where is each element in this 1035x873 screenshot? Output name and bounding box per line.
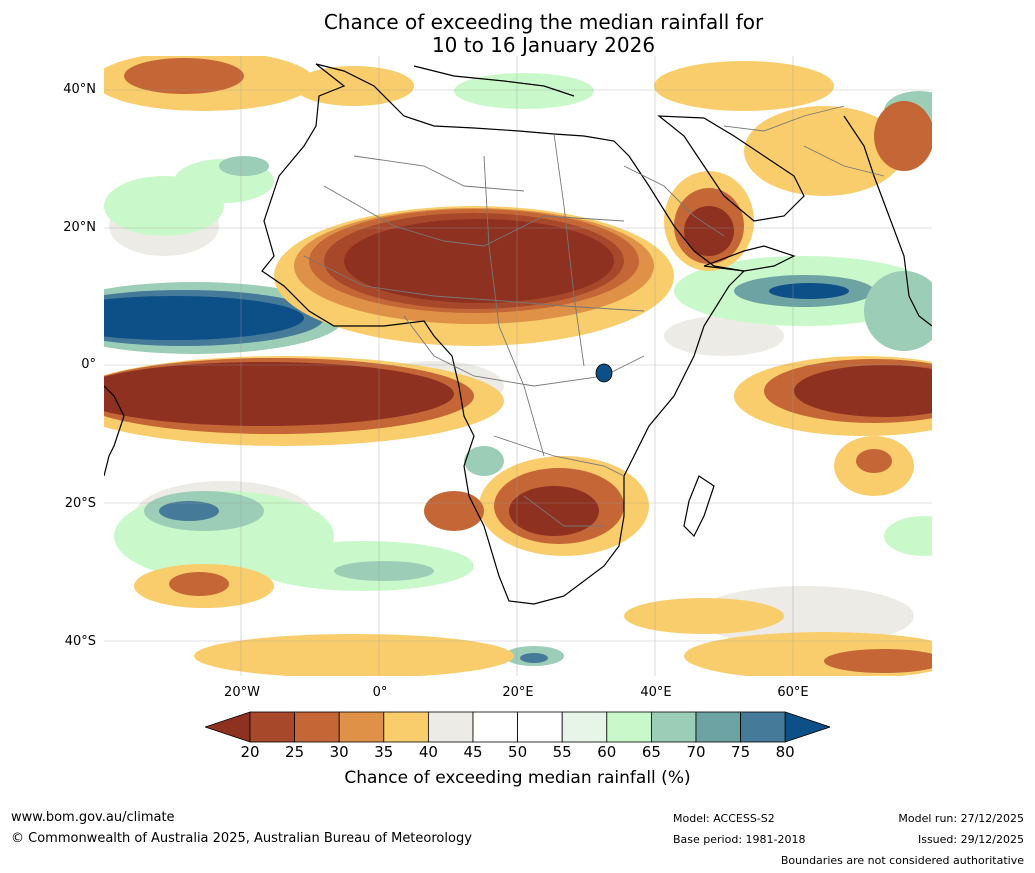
dry-anomaly-areas xyxy=(104,56,932,676)
colorbar xyxy=(205,711,830,743)
colorbar-segment xyxy=(338,711,385,743)
footer-copyright: © Commonwealth of Australia 2025, Austra… xyxy=(11,831,472,846)
colorbar-segment xyxy=(606,711,652,743)
footer-base-period: Base period: 1981-2018 xyxy=(673,833,806,846)
lat-label-40n: 40°N xyxy=(63,82,96,97)
colorbar-segment xyxy=(249,711,295,743)
colorbar-tick-label: 65 xyxy=(641,743,661,761)
colorbar-tick-label: 70 xyxy=(686,743,706,761)
lon-label-60e: 60°E xyxy=(777,685,809,700)
wet-anomaly-areas xyxy=(104,73,932,666)
lake-victoria xyxy=(595,363,613,383)
lon-label-0: 0° xyxy=(372,685,388,700)
lon-label-20w: 20°W xyxy=(224,685,260,700)
colorbar-tick-label: 30 xyxy=(329,743,349,761)
coastlines xyxy=(104,63,932,605)
colorbar-segment xyxy=(740,711,786,743)
colorbar-under-arrow xyxy=(205,711,251,743)
colorbar-segment xyxy=(472,711,518,743)
colorbar-segment xyxy=(650,711,697,743)
colorbar-tick-label: 20 xyxy=(240,743,260,761)
chart-title-line-2: 10 to 16 January 2026 xyxy=(431,33,656,57)
footer-disclaimer: Boundaries are not considered authoritat… xyxy=(780,854,1024,867)
colorbar-over-arrow xyxy=(784,711,830,743)
colorbar-tick-label: 25 xyxy=(285,743,305,761)
colorbar-tick-label: 80 xyxy=(775,743,795,761)
colorbar-segment xyxy=(695,711,741,743)
rainfall-probability-map xyxy=(104,56,932,676)
footer-model: Model: ACCESS-S2 xyxy=(673,812,775,825)
lon-label-40e: 40°E xyxy=(640,685,672,700)
colorbar-segment xyxy=(427,711,474,743)
chart-title-line-1: Chance of exceeding the median rainfall … xyxy=(323,10,764,34)
colorbar-tick-label: 35 xyxy=(374,743,394,761)
colorbar-label: Chance of exceeding median rainfall (%) xyxy=(344,768,691,788)
footer-issued: Issued: 29/12/2025 xyxy=(917,833,1024,846)
colorbar-tick-label: 75 xyxy=(731,743,751,761)
footer-model-run: Model run: 27/12/2025 xyxy=(898,812,1024,825)
colorbar-segment xyxy=(383,711,429,743)
colorbar-tick-label: 40 xyxy=(418,743,438,761)
lon-label-20e: 20°E xyxy=(502,685,534,700)
map-canvas xyxy=(104,56,932,676)
colorbar-tick-label: 55 xyxy=(552,743,572,761)
colorbar-segment xyxy=(294,711,340,743)
colorbar-tick-label: 50 xyxy=(508,743,528,761)
colorbar-segment xyxy=(561,711,608,743)
lat-label-20n: 20°N xyxy=(63,220,96,235)
footer-url: www.bom.gov.au/climate xyxy=(11,810,175,825)
lat-label-equator: 0° xyxy=(81,357,96,372)
lat-label-20s: 20°S xyxy=(64,496,96,511)
map-gridlines xyxy=(104,56,932,676)
colorbar-segment xyxy=(517,711,563,743)
colorbar-tick-label: 45 xyxy=(463,743,483,761)
colorbar-tick-label: 60 xyxy=(597,743,617,761)
lat-label-40s: 40°S xyxy=(64,634,96,649)
